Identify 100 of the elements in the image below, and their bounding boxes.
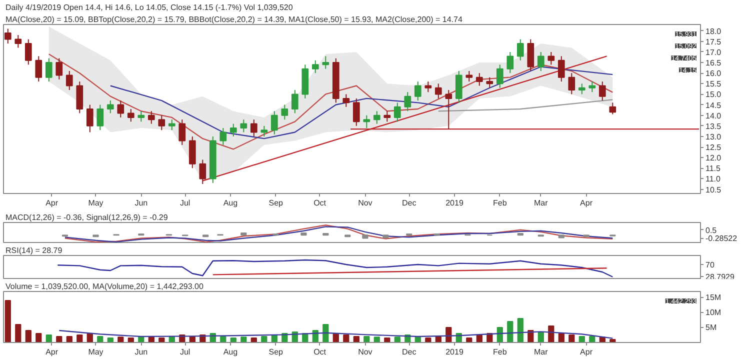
bar (374, 336, 380, 342)
bar (353, 336, 360, 342)
bar (118, 336, 124, 342)
candlestick (404, 92, 412, 112)
y-tick-label: 13.0 (706, 132, 722, 142)
candlestick (506, 51, 514, 74)
x-tick-label: 2019 (446, 348, 464, 356)
candlestick (117, 100, 124, 118)
line-series (57, 259, 614, 278)
x-tick-label: Sep (268, 348, 284, 356)
y-tick-label: 11.0 (706, 174, 722, 184)
candlestick (56, 58, 63, 80)
bar (384, 338, 390, 342)
y-tick-label: 16.0 (706, 69, 722, 78)
candlestick (35, 56, 42, 82)
candlestick (434, 83, 442, 99)
candlestick (466, 70, 473, 82)
x-tick-label: Apr (580, 348, 593, 356)
y-tick-label: 15.0 (706, 90, 722, 100)
x-tick-label: Oct (314, 348, 327, 356)
bar (230, 338, 236, 342)
candlestick (76, 81, 84, 114)
x-tick-label: Mar (534, 348, 548, 356)
y-tick-label: 16.5 (706, 58, 722, 68)
bar (425, 338, 432, 342)
candlestick (588, 81, 596, 93)
x-tick-label: Apr (46, 198, 58, 208)
candlestick (230, 123, 237, 137)
x-tick-label: Apr (580, 198, 593, 208)
candlestick (598, 81, 606, 102)
candlestick (158, 114, 166, 131)
candlestick (558, 56, 565, 82)
candlestick (250, 119, 258, 137)
candlestick (148, 110, 155, 124)
candlestick (373, 110, 380, 124)
line-series (48, 53, 614, 150)
candlestick (178, 119, 186, 146)
x-tick-label: Sep (268, 198, 284, 208)
candlestick (496, 64, 504, 88)
bar (240, 336, 247, 342)
x-tick-label: Apr (46, 348, 58, 356)
y-tick-label: 11.5 (706, 164, 722, 174)
bar (56, 336, 62, 342)
bar (394, 336, 400, 342)
x-tick-label: Oct (314, 198, 327, 208)
y-tick-label: 0.5 (706, 226, 718, 235)
candlestick (291, 89, 298, 114)
chart-title: RSI(14) = 28.79 (6, 246, 63, 255)
candlestick (548, 51, 555, 66)
y-tick-label: 13.5 (706, 122, 722, 131)
candlestick (578, 83, 586, 95)
candlestick (138, 110, 145, 122)
bar (343, 334, 350, 342)
bar (158, 338, 165, 342)
bar (15, 324, 22, 342)
candlestick (270, 110, 278, 135)
y-tick-label: 12.0 (706, 154, 722, 163)
candlestick (14, 34, 22, 48)
x-tick-label: Aug (223, 348, 238, 356)
x-tick-label: Dec (402, 198, 416, 208)
bar (568, 334, 575, 342)
bar (578, 336, 585, 342)
y-tick-label: 5M (706, 323, 717, 332)
y-tick-label: 12.5 (706, 143, 722, 152)
bar (97, 336, 104, 342)
bar (250, 338, 257, 342)
candlestick (86, 104, 94, 133)
candlestick (455, 70, 462, 104)
candlestick (476, 72, 483, 86)
candlestick (188, 136, 196, 169)
x-tick-label: Mar (534, 198, 548, 208)
candlestick (394, 102, 401, 122)
candlestick (568, 72, 576, 95)
y-tick-label: 18.0 (706, 26, 722, 36)
bar (46, 334, 52, 342)
y-tick-label: 17.0 (706, 48, 722, 57)
y-tick-label: 14.5 (706, 100, 722, 110)
x-tick-label: Nov (358, 198, 372, 208)
candlestick (240, 119, 248, 133)
candlestick (414, 81, 422, 102)
candlestick (24, 38, 32, 66)
candlestick (66, 70, 73, 90)
bar (36, 333, 42, 342)
bar (128, 338, 134, 342)
candlestick (281, 104, 288, 120)
x-tick-label: May (88, 198, 104, 208)
candlestick (445, 89, 452, 130)
candlestick (363, 114, 370, 129)
candlestick (260, 125, 268, 137)
candlestick (4, 28, 12, 44)
x-tick-label: Dec (402, 348, 416, 356)
bar (507, 321, 514, 342)
bar (66, 336, 72, 342)
candlestick (45, 58, 52, 82)
x-tick-label: Jun (134, 198, 148, 208)
x-tick-label: 2019 (446, 198, 464, 208)
y-tick-label: 70 (706, 260, 715, 270)
candlestick (352, 98, 360, 126)
candlestick (516, 38, 524, 61)
chart-title: Volume = 1,039,520.00, MA(Volume,20) = 1,442,293.00 (6, 282, 204, 291)
